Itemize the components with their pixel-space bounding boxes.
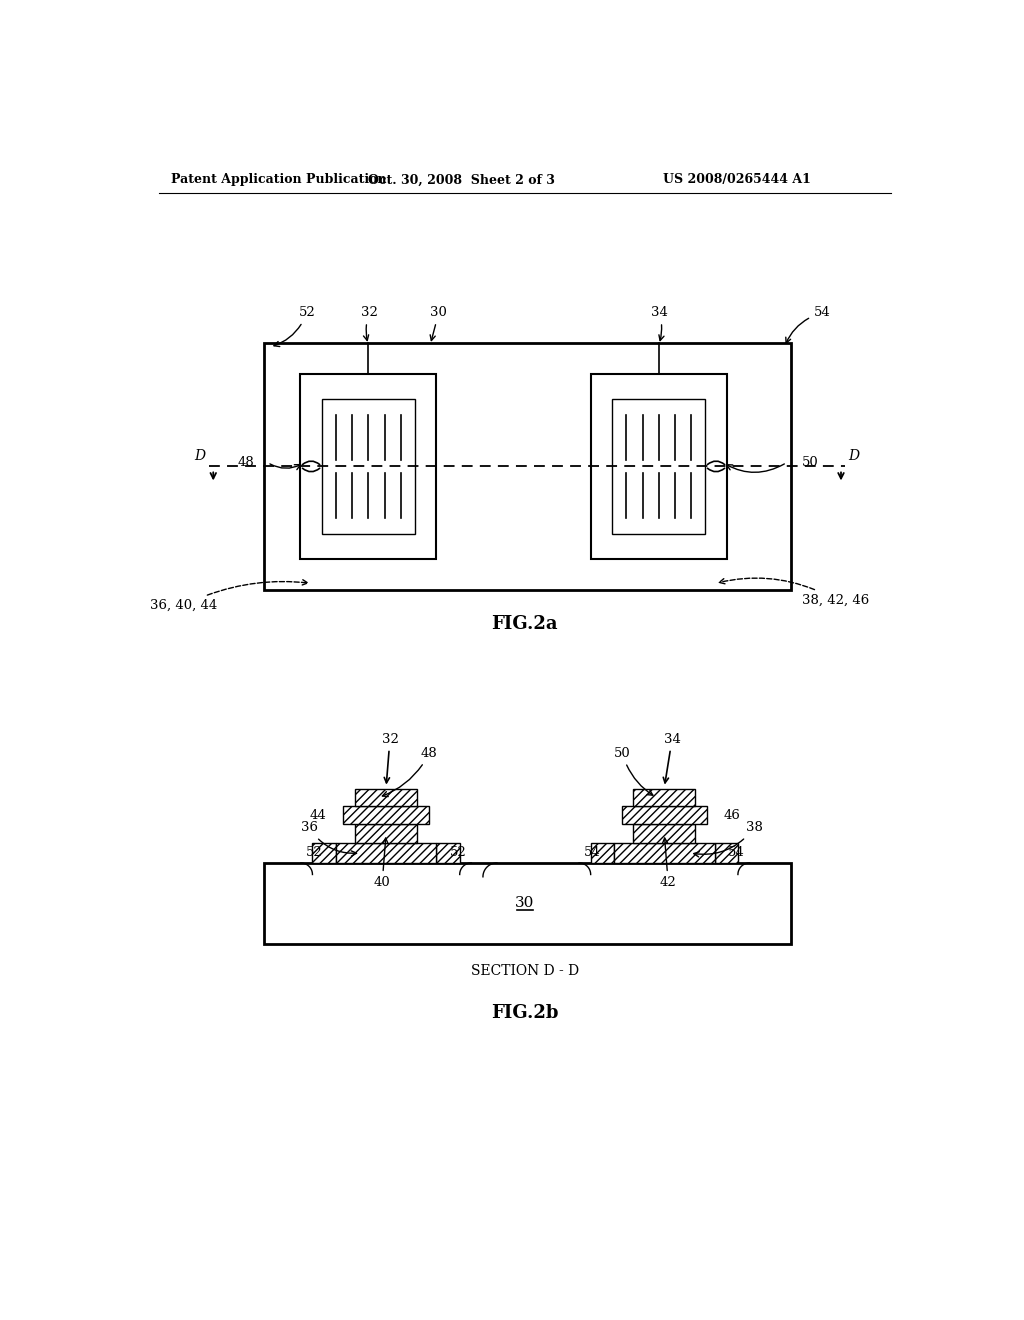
Text: 32: 32 [382, 733, 398, 783]
Bar [614, 843, 715, 863]
Text: 48: 48 [238, 455, 254, 469]
Text: Oct. 30, 2008  Sheet 2 of 3: Oct. 30, 2008 Sheet 2 of 3 [368, 173, 555, 186]
Text: 54: 54 [785, 306, 830, 343]
Text: 52: 52 [274, 306, 315, 347]
Bar [336, 843, 436, 863]
Text: 54: 54 [728, 846, 744, 859]
Text: D: D [195, 449, 206, 462]
Bar [591, 374, 727, 558]
Text: 34: 34 [651, 306, 668, 341]
Text: 54: 54 [584, 846, 601, 859]
Bar [436, 843, 460, 863]
Bar [300, 374, 436, 558]
Bar [312, 843, 336, 863]
Bar [322, 399, 415, 533]
Text: 36: 36 [301, 821, 356, 857]
Text: 30: 30 [430, 306, 447, 341]
Bar [263, 343, 791, 590]
Text: 46: 46 [724, 809, 740, 822]
Text: 52: 52 [306, 846, 323, 859]
Text: D: D [849, 449, 860, 462]
Text: 38, 42, 46: 38, 42, 46 [719, 578, 869, 606]
Text: FIG.2b: FIG.2b [492, 1005, 558, 1022]
Bar [715, 843, 738, 863]
Text: 30: 30 [515, 896, 535, 911]
Text: 42: 42 [659, 838, 677, 890]
Text: 48: 48 [382, 747, 437, 796]
Text: 50: 50 [614, 747, 653, 795]
Bar [355, 789, 417, 807]
Text: SECTION D - D: SECTION D - D [471, 964, 579, 978]
Text: FIG.2a: FIG.2a [492, 615, 558, 634]
Text: 40: 40 [374, 838, 390, 890]
Text: 32: 32 [360, 306, 378, 341]
Bar [355, 825, 417, 843]
Text: 44: 44 [309, 809, 327, 822]
Bar [612, 399, 706, 533]
Bar [633, 789, 695, 807]
Bar [622, 807, 707, 825]
Text: Patent Application Publication: Patent Application Publication [171, 173, 386, 186]
Text: 50: 50 [802, 455, 818, 469]
Text: 36, 40, 44: 36, 40, 44 [150, 579, 308, 612]
Text: 52: 52 [450, 846, 466, 859]
Text: 38: 38 [694, 821, 763, 857]
Bar [343, 807, 429, 825]
Bar [633, 825, 695, 843]
Text: 34: 34 [664, 733, 681, 783]
Bar [591, 843, 614, 863]
Text: US 2008/0265444 A1: US 2008/0265444 A1 [663, 173, 811, 186]
Bar [263, 863, 791, 944]
